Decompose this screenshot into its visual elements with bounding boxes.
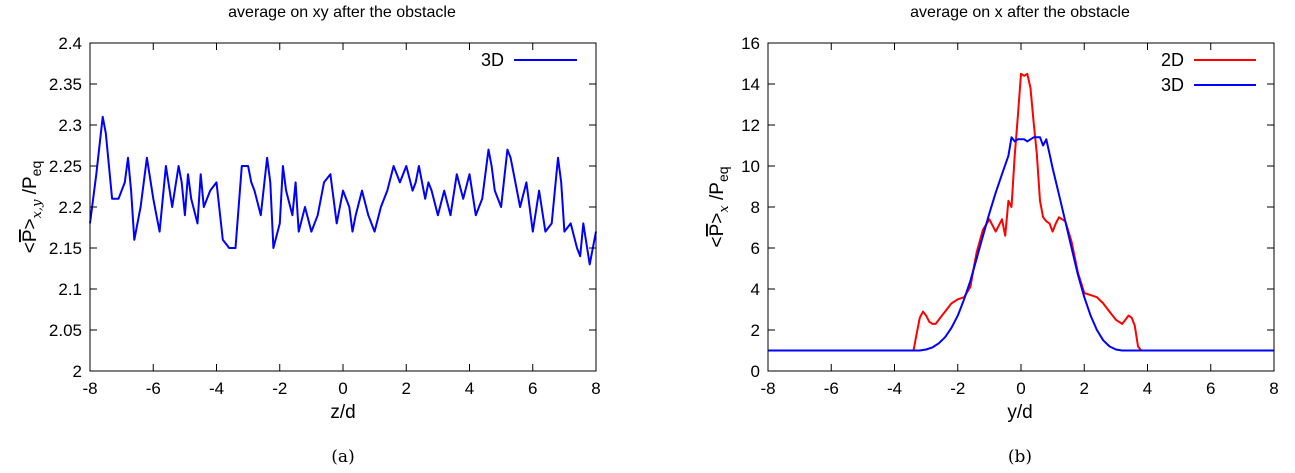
legend-b-label-3d: 3D xyxy=(1161,75,1184,95)
chart-b-legend: 2D 3D xyxy=(1161,50,1256,95)
series-line-3d xyxy=(89,115,597,266)
x-tick-label: -8 xyxy=(760,379,775,398)
y-tick-label: 2.35 xyxy=(49,75,82,94)
y-tick-label: 2.1 xyxy=(58,280,82,299)
y-tick-label: 2.05 xyxy=(49,321,82,340)
chart-a-plot-area xyxy=(89,115,597,266)
x-tick-label: 4 xyxy=(1143,379,1152,398)
x-tick-label: 8 xyxy=(1269,379,1278,398)
chart-b-plot-area xyxy=(768,72,1274,352)
y-tick-label: 4 xyxy=(751,280,760,299)
chart-a-legend: 3D xyxy=(481,50,577,70)
chart-a: average on xy after the obstacle -8 -6 -4-… xyxy=(20,4,601,467)
chart-a-xlabel: z/d xyxy=(330,402,355,423)
x-tick-label: 6 xyxy=(528,379,537,398)
y-tick-label: 2.4 xyxy=(58,34,82,53)
y-tick-label: 2.25 xyxy=(49,157,82,176)
chart-b-title: average on x after the obstacle xyxy=(910,4,1130,21)
y-tick-label: 8 xyxy=(751,198,760,217)
y-tick-label: 12 xyxy=(741,116,760,135)
series-line-3d xyxy=(768,136,1274,352)
chart-a-title: average on xy after the obstacle xyxy=(228,4,456,21)
y-tick-label: 0 xyxy=(751,362,760,381)
y-tick-label: 10 xyxy=(741,157,760,176)
x-tick-label: 0 xyxy=(1016,379,1025,398)
chart-a-ticks: -8 -6 -4 -2 0 2 4 6 8 2 2.05 2.1 2.15 2.2 2.25 2.3 2.35 2… xyxy=(49,34,601,398)
y-tick-label: 2.15 xyxy=(49,239,82,258)
svg-text:<P>x /Peq: <P>x /Peq xyxy=(707,166,732,247)
x-tick-label: -4 xyxy=(887,379,902,398)
x-tick-label: 4 xyxy=(465,379,474,398)
chart-b-xlabel: y/d xyxy=(1007,402,1032,423)
y-tick-label: 2 xyxy=(751,321,760,340)
chart-b-frame xyxy=(767,42,1275,372)
legend-b-label-2d: 2D xyxy=(1161,50,1184,70)
chart-b: average on x after the obstacle -8 -6 -4 -2… xyxy=(707,4,1279,467)
caption-a: (a) xyxy=(331,447,354,467)
y-tick-label: 16 xyxy=(741,34,760,53)
y-tick-label: 2.3 xyxy=(58,116,82,135)
x-tick-label: 6 xyxy=(1206,379,1215,398)
svg-text:<P>x,y /Peq: <P>x,y /Peq xyxy=(20,161,45,254)
x-tick-label: 2 xyxy=(1080,379,1089,398)
x-tick-label: -8 xyxy=(82,379,97,398)
chart-b-ylabel: <P>x /Peq xyxy=(707,166,732,247)
x-tick-label: 0 xyxy=(338,379,347,398)
x-tick-label: -6 xyxy=(824,379,839,398)
chart-a-ylabel: <P>x,y /Peq xyxy=(20,161,45,254)
caption-b: (b) xyxy=(1008,447,1032,467)
series-line-2d xyxy=(768,72,1274,352)
x-tick-label: 8 xyxy=(591,379,600,398)
y-tick-label: 6 xyxy=(751,239,760,258)
y-tick-label: 2.2 xyxy=(58,198,82,217)
x-tick-label: -6 xyxy=(146,379,161,398)
y-tick-label: 14 xyxy=(741,75,760,94)
chart-b-ticks: -8 -6 -4 -2 0 2 4 6 8 0 2 4 6 8 10 12 14 16 xyxy=(741,34,1279,398)
legend-a-label-3d: 3D xyxy=(481,50,504,70)
x-tick-label: -4 xyxy=(209,379,224,398)
y-tick-label: 2 xyxy=(73,362,82,381)
x-tick-label: -2 xyxy=(950,379,965,398)
x-tick-label: 2 xyxy=(402,379,411,398)
x-tick-label: -2 xyxy=(272,379,287,398)
